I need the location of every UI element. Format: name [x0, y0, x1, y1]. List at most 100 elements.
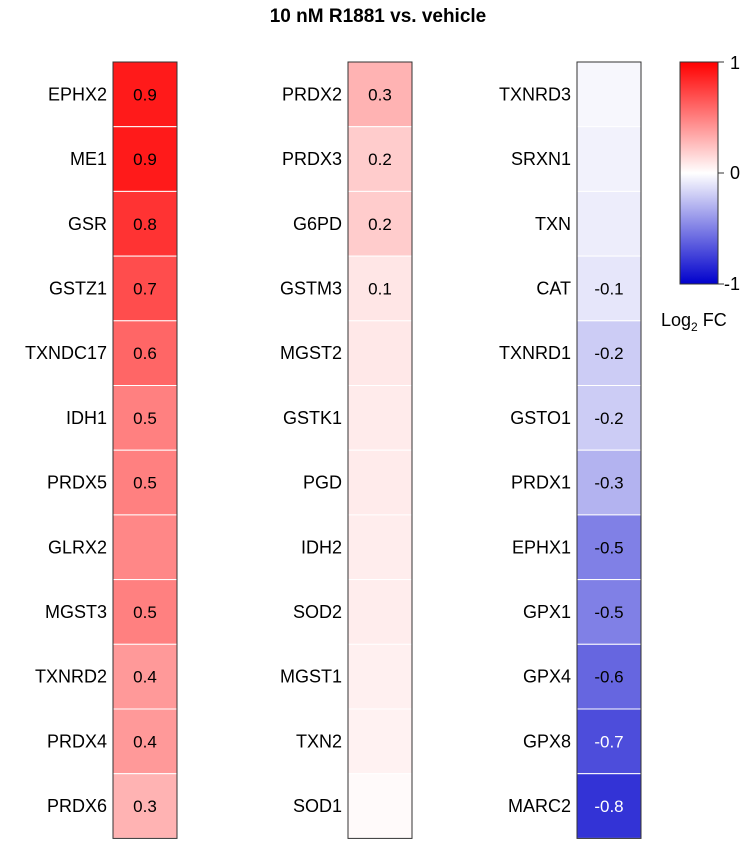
legend-title-tail: FC	[698, 310, 727, 330]
heatmap-cell	[347, 643, 413, 710]
legend-title-sub: 2	[691, 320, 698, 334]
legend-title-main: Log	[661, 310, 691, 330]
cell-value-label: -0.5	[594, 538, 623, 557]
cell-value-label: -0.2	[594, 344, 623, 363]
gene-label: ME1	[70, 149, 107, 169]
heatmap-cell	[576, 61, 642, 128]
gene-label: G6PD	[293, 214, 342, 234]
gene-label: CAT	[536, 278, 571, 298]
gene-label: SRXN1	[511, 149, 571, 169]
heatmap-cell	[347, 449, 413, 516]
cell-value-label: 0.3	[133, 797, 157, 816]
gene-label: GSTZ1	[49, 278, 107, 298]
legend-tick-min: -1	[724, 274, 740, 294]
gene-label: PRDX4	[47, 731, 107, 751]
heatmap-cell	[347, 190, 413, 257]
gene-label: GLRX2	[48, 537, 107, 557]
gene-label: TXNRD3	[499, 84, 571, 104]
gene-label: PRDX3	[282, 149, 342, 169]
cell-value-label: 0.5	[133, 603, 157, 622]
gene-label: PRDX2	[282, 84, 342, 104]
heatmap-cell	[112, 190, 178, 257]
heatmap-column-border	[112, 61, 178, 839]
gene-label: SOD1	[293, 796, 342, 816]
cell-value-label: 0.5	[133, 409, 157, 428]
gene-label: GSTK1	[283, 408, 342, 428]
gene-label: SOD2	[293, 602, 342, 622]
gene-label: TXN	[535, 214, 571, 234]
heatmap-cell	[347, 255, 413, 322]
gene-label: TXNDC17	[25, 343, 107, 363]
gene-label: GPX4	[523, 667, 571, 687]
gene-label: MGST2	[280, 343, 342, 363]
gene-label: PGD	[303, 473, 342, 493]
chart-title: 10 nM R1881 vs. vehicle	[270, 6, 487, 27]
gene-label: PRDX1	[511, 473, 571, 493]
legend-tick-mid: 0	[730, 163, 740, 183]
heatmap-cell	[112, 708, 178, 775]
cell-value-label: -0.5	[594, 603, 623, 622]
heatmap-cell	[576, 385, 642, 451]
gene-label: IDH1	[66, 408, 107, 428]
heatmap-cells: EPHX2 0.9 ME1 0.9 GSR 0.8 GSTZ1 0.7 TXNDC17 0.6 ID…	[25, 61, 642, 839]
heatmap-cell	[112, 61, 178, 128]
color-legend-bar	[679, 61, 719, 285]
heatmap-cell	[576, 708, 642, 775]
cell-value-label: 0.2	[368, 150, 392, 169]
gene-label: GSTM3	[280, 278, 342, 298]
cell-value-label: -0.6	[594, 668, 623, 687]
gene-label: GSR	[68, 214, 107, 234]
gene-label: TXN2	[296, 731, 342, 751]
heatmap-cell	[347, 385, 413, 451]
cell-value-label: -0.2	[594, 409, 623, 428]
heatmap-cell	[576, 773, 642, 839]
heatmap-column-border	[347, 61, 413, 839]
cell-value-label: -0.1	[594, 279, 623, 298]
heatmap-cell	[576, 643, 642, 710]
heatmap-cell	[347, 61, 413, 128]
heatmap-cell	[112, 126, 178, 192]
gene-label: TXNRD2	[35, 667, 107, 687]
gene-label: MARC2	[508, 796, 571, 816]
cell-value-label: -0.3	[594, 474, 623, 493]
cell-value-label: 0.6	[133, 344, 157, 363]
gene-label: PRDX6	[47, 796, 107, 816]
gene-label: MGST1	[280, 667, 342, 687]
heatmap-cell	[347, 126, 413, 192]
gene-label: GSTO1	[510, 408, 571, 428]
color-legend: 1 0 -1 Log2 FC	[661, 53, 740, 334]
heatmap-cell	[347, 514, 413, 581]
cell-value-label: 0.3	[368, 85, 392, 104]
heatmap-cell	[347, 320, 413, 386]
cell-value-label: 0.9	[133, 150, 157, 169]
heatmap-cell	[576, 190, 642, 257]
gene-label: PRDX5	[47, 473, 107, 493]
legend-tick-max: 1	[730, 53, 740, 73]
gene-label: GPX1	[523, 602, 571, 622]
heatmap-cell	[576, 320, 642, 386]
heatmap-cell	[347, 579, 413, 645]
cell-value-label: 0.4	[133, 668, 157, 687]
heatmap-cell	[576, 255, 642, 322]
heatmap-column-border	[576, 61, 642, 839]
legend-title: Log2 FC	[661, 310, 727, 334]
heatmap-cell	[347, 773, 413, 839]
gene-label: IDH2	[301, 537, 342, 557]
heatmap-cell	[576, 126, 642, 192]
gene-label: EPHX1	[512, 537, 571, 557]
cell-value-label: -0.8	[594, 797, 623, 816]
cell-value-label: 0.5	[133, 474, 157, 493]
cell-value-label: 0.8	[133, 215, 157, 234]
gene-label: MGST3	[45, 602, 107, 622]
cell-value-label: 0.4	[133, 732, 157, 751]
cell-value-label: 0.1	[368, 279, 392, 298]
gene-label: TXNRD1	[499, 343, 571, 363]
cell-value-label: 0.7	[133, 279, 157, 298]
gene-label: EPHX2	[48, 84, 107, 104]
gene-label: GPX8	[523, 731, 571, 751]
cell-value-label: -0.7	[594, 732, 623, 751]
heatmap-cell	[347, 708, 413, 775]
cell-value-label: 0.2	[368, 215, 392, 234]
heatmap-cell	[112, 255, 178, 322]
